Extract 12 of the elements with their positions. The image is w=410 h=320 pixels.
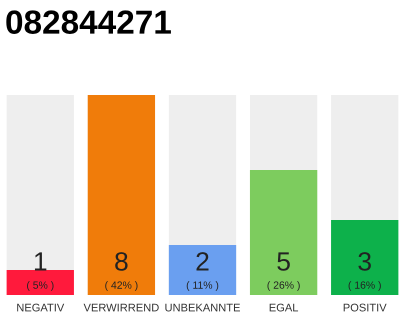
x-tick-label: POSITIV: [344, 304, 387, 312]
x-tick-label: VERWIRREND: [84, 304, 159, 312]
x-tick-label: NEGATIV: [17, 304, 64, 312]
data-label: 3 ( 16% ): [348, 252, 381, 291]
data-label: 2 ( 11% ): [186, 252, 218, 291]
data-label: 8 ( 42% ): [105, 252, 138, 291]
bar: [6, 270, 74, 295]
x-tick-label: UNBEKANNTE: [165, 304, 240, 312]
data-label: 5 ( 26% ): [267, 252, 300, 291]
x-tick-label: EGAL: [270, 304, 298, 312]
data-label: 1 ( 5% ): [27, 252, 54, 291]
chart-title: 082844271: [6, 10, 171, 34]
